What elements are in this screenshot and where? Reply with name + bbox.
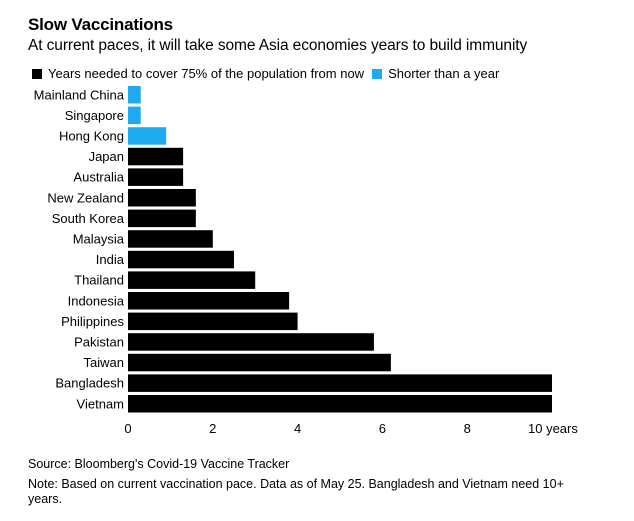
x-tick-label: 8 <box>464 421 471 436</box>
bar <box>128 333 374 351</box>
category-label: India <box>96 252 125 267</box>
legend-item-years: Years needed to cover 75% of the populat… <box>32 66 364 81</box>
bar <box>128 106 141 125</box>
x-tick-label: 10 years <box>528 421 578 436</box>
legend-label-shorter: Shorter than a year <box>388 66 500 81</box>
bar <box>128 292 290 310</box>
x-tick-label: 0 <box>124 421 131 436</box>
legend: Years needed to cover 75% of the populat… <box>32 66 507 81</box>
bar <box>128 147 184 166</box>
bar <box>128 353 391 372</box>
bar <box>128 189 196 207</box>
category-label: South Korea <box>52 211 125 226</box>
bar <box>128 230 213 248</box>
category-label: Philippines <box>61 314 124 329</box>
category-label: New Zealand <box>47 190 124 205</box>
category-label: Hong Kong <box>59 128 124 143</box>
category-label: Australia <box>73 170 124 185</box>
bar <box>128 209 196 228</box>
category-label: Pakistan <box>74 334 124 349</box>
category-label: Singapore <box>65 108 124 123</box>
x-tick-label: 4 <box>294 421 301 436</box>
x-tick-label: 2 <box>209 421 216 436</box>
legend-item-shorter: Shorter than a year <box>372 66 499 81</box>
category-label: Malaysia <box>73 231 125 246</box>
bar <box>128 271 256 289</box>
category-label: Mainland China <box>34 87 125 102</box>
x-tick-label: 6 <box>379 421 386 436</box>
bar-chart: Mainland China Singapore Hong Kong Japan Aus… <box>34 86 578 436</box>
category-label: Taiwan <box>84 355 124 370</box>
category-label: Japan <box>89 149 124 164</box>
bar <box>128 312 298 331</box>
legend-swatch-black <box>32 68 42 79</box>
bar <box>128 86 141 104</box>
bar <box>128 374 552 392</box>
legend-swatch-blue <box>372 68 383 79</box>
chart-title: Slow Vaccinations <box>28 15 173 34</box>
category-label: Vietnam <box>77 396 124 411</box>
category-label: Indonesia <box>68 293 125 308</box>
footnote: Note: Based on current vaccination pace.… <box>28 477 564 506</box>
bar <box>128 395 552 413</box>
category-label: Bangladesh <box>55 376 124 391</box>
bar <box>128 127 167 145</box>
bar <box>128 168 184 186</box>
legend-label-years: Years needed to cover 75% of the populat… <box>48 66 365 81</box>
chart-subtitle: At current paces, it will take some Asia… <box>28 37 528 54</box>
bar <box>128 250 234 269</box>
category-label: Thailand <box>74 273 124 288</box>
source-note: Source: Bloomberg's Covid-19 Vaccine Tra… <box>28 457 290 471</box>
